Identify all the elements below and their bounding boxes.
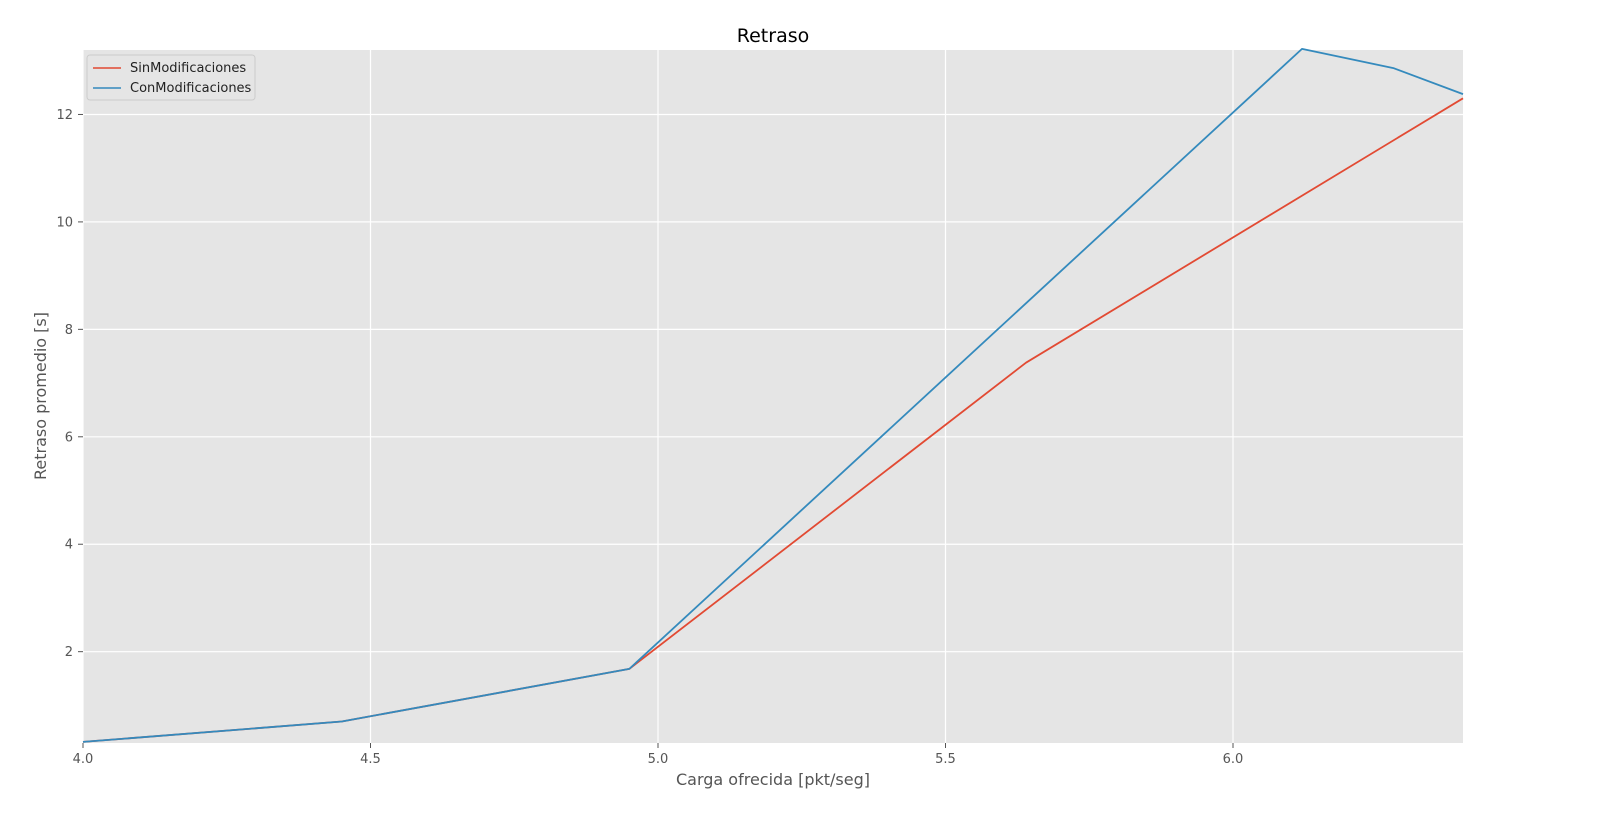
x-tick-label: 5.0 <box>648 752 669 767</box>
y-tick-label: 8 <box>65 323 73 338</box>
y-tick-label: 12 <box>56 108 73 123</box>
legend: SinModificaciones ConModificaciones <box>86 54 256 101</box>
series-lines <box>82 48 1464 743</box>
x-tick-label: 4.5 <box>360 752 381 767</box>
x-axis-label: Carga ofrecida [pkt/seg] <box>676 770 870 789</box>
y-tick-label: 4 <box>65 538 73 553</box>
legend-label-conmodificaciones: ConModificaciones <box>130 81 252 96</box>
x-tick-label: 6.0 <box>1223 752 1244 767</box>
legend-box <box>86 54 256 101</box>
grid-lines <box>82 50 1463 743</box>
x-tick-label: 5.5 <box>935 752 956 767</box>
y-tick-label: 10 <box>56 215 73 230</box>
x-axis-ticks: 4.0 4.5 5.0 5.5 6.0 <box>73 743 1244 767</box>
legend-label-sinmodificaciones: SinModificaciones <box>130 61 246 76</box>
y-axis-label: Retraso promedio [s] <box>31 312 50 480</box>
chart-title: Retraso <box>737 25 809 47</box>
x-tick-label: 4.0 <box>73 752 94 767</box>
series-line-conmodificaciones <box>82 48 1464 743</box>
y-tick-label: 6 <box>65 430 73 445</box>
y-tick-label: 2 <box>65 645 73 660</box>
y-axis-ticks: 2 4 6 8 10 12 <box>56 108 83 660</box>
plot-background <box>83 50 1463 743</box>
